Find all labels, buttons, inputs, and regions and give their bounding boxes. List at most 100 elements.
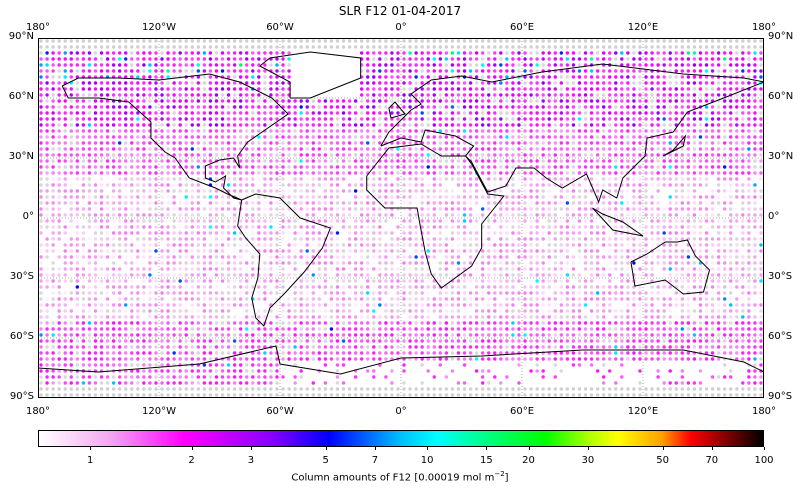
data-point (753, 57, 757, 61)
data-point (456, 51, 461, 55)
data-point (456, 57, 461, 61)
data-point (553, 39, 557, 43)
data-point (480, 207, 485, 211)
data-point (493, 159, 497, 163)
data-point (148, 201, 152, 205)
data-point (142, 117, 146, 121)
data-point (517, 213, 521, 217)
data-point (154, 87, 158, 91)
data-point (263, 249, 267, 253)
data-point (414, 213, 418, 217)
data-point (208, 99, 213, 103)
data-point (710, 117, 715, 121)
data-point (396, 75, 400, 79)
data-point (450, 183, 455, 187)
data-point (541, 285, 545, 289)
data-point (741, 99, 745, 103)
data-point (408, 75, 412, 79)
data-point (493, 267, 497, 271)
data-point (257, 141, 261, 145)
data-point (589, 249, 594, 253)
data-point (378, 189, 382, 193)
data-point (299, 207, 303, 211)
data-point (462, 165, 467, 169)
data-point (426, 285, 430, 289)
data-point (263, 291, 267, 295)
data-point (251, 285, 255, 289)
data-point (680, 75, 685, 79)
data-point (63, 51, 67, 55)
data-point (136, 39, 140, 43)
data-point (408, 261, 412, 265)
data-point (257, 207, 261, 211)
data-point (45, 237, 49, 241)
data-point (529, 183, 533, 187)
data-point (372, 153, 376, 157)
data-point (184, 45, 188, 49)
data-point (487, 219, 491, 223)
data-point (614, 105, 618, 109)
data-point (553, 207, 557, 211)
data-point (154, 201, 158, 205)
data-point (710, 63, 715, 67)
data-point (136, 213, 140, 217)
data-point (741, 285, 745, 289)
data-point (390, 285, 394, 289)
data-point (674, 87, 678, 91)
data-point (251, 261, 255, 265)
data-point (366, 111, 370, 115)
data-point (117, 159, 122, 163)
data-point (251, 141, 255, 145)
data-point (208, 291, 213, 295)
data-point (716, 285, 721, 289)
data-point (202, 105, 207, 109)
data-point (311, 123, 315, 127)
data-point (722, 39, 727, 43)
data-point (747, 261, 751, 265)
data-point (130, 141, 134, 145)
data-point (208, 207, 213, 211)
data-point (232, 237, 237, 241)
data-point (674, 93, 678, 97)
data-point (81, 177, 86, 181)
data-point (172, 219, 176, 223)
data-point (184, 189, 188, 193)
data-point (190, 57, 194, 61)
data-point (571, 219, 576, 223)
data-point (39, 225, 43, 229)
data-point (535, 213, 539, 217)
data-point (390, 63, 394, 67)
data-point (323, 261, 328, 265)
data-point (523, 225, 527, 229)
data-point (444, 105, 449, 109)
data-point (111, 135, 116, 139)
data-point (601, 249, 606, 253)
data-point (190, 135, 194, 139)
data-point (359, 129, 364, 133)
data-point (662, 237, 666, 241)
data-point (638, 45, 642, 49)
data-point (172, 207, 176, 211)
data-point (614, 39, 618, 43)
data-point (232, 81, 237, 85)
data-point (680, 171, 685, 175)
data-point (238, 105, 243, 109)
data-point (275, 153, 279, 157)
data-point (686, 183, 691, 187)
data-point (650, 117, 654, 121)
data-point (178, 99, 182, 103)
data-point (735, 99, 739, 103)
data-point (178, 267, 182, 271)
data-point (747, 51, 751, 55)
data-point (63, 129, 67, 133)
data-point (420, 279, 424, 283)
data-point (698, 129, 703, 133)
data-point (63, 225, 67, 229)
data-point (311, 279, 315, 283)
data-point (87, 237, 92, 241)
data-point (214, 45, 219, 49)
data-point (359, 123, 364, 127)
data-point (474, 189, 479, 193)
data-point (299, 201, 303, 205)
data-point (75, 45, 80, 49)
